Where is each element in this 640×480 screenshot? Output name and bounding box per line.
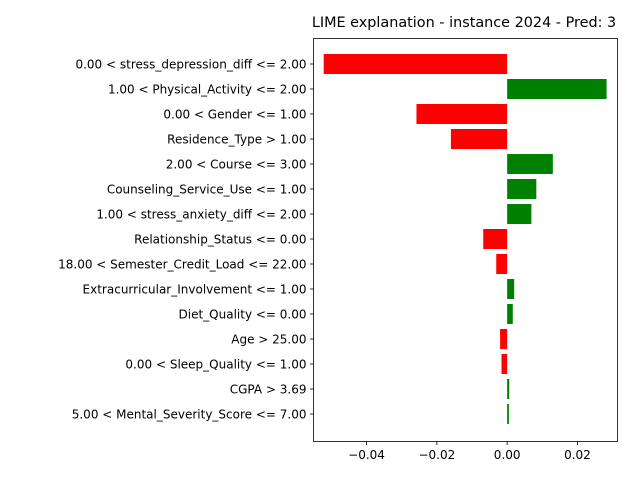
y-tick-label-13: CGPA > 3.69	[230, 382, 307, 396]
x-tick-label-3: 0.02	[564, 448, 591, 462]
y-tick-label-0: 0.00 < stress_depression_diff <= 2.00	[75, 57, 306, 71]
bar-0	[323, 54, 508, 74]
y-tick-label-8: 18.00 < Semester_Credit_Load <= 22.00	[58, 257, 306, 271]
y-tick-label-11: Age > 25.00	[231, 332, 306, 346]
bar-1	[507, 79, 607, 99]
y-tick-label-9: Extracurricular_Involvement <= 1.00	[83, 282, 307, 296]
bar-11	[500, 329, 508, 349]
x-axis-ticks: −0.04 −0.02 0.00 0.02	[348, 441, 591, 462]
bar-2	[416, 104, 508, 124]
y-tick-label-5: Counseling_Service_Use <= 1.00	[107, 182, 307, 196]
x-tick-label-0: −0.04	[348, 448, 385, 462]
bar-10	[507, 304, 513, 324]
y-tick-label-1: 1.00 < Physical_Activity <= 2.00	[108, 82, 307, 96]
x-tick-label-1: −0.02	[418, 448, 455, 462]
bar-7	[483, 229, 508, 249]
bar-5	[507, 179, 537, 199]
bar-13	[507, 379, 510, 399]
y-tick-label-3: Residence_Type > 1.00	[167, 132, 306, 146]
bar-9	[507, 279, 515, 299]
y-tick-label-10: Diet_Quality <= 0.00	[179, 307, 307, 321]
plot-frame	[313, 38, 618, 442]
bar-8	[496, 254, 508, 274]
y-tick-label-12: 0.00 < Sleep_Quality <= 1.00	[125, 357, 306, 371]
bar-14	[507, 404, 509, 424]
bar-3	[450, 129, 508, 149]
bar-6	[507, 204, 532, 224]
x-tick-label-2: 0.00	[494, 448, 521, 462]
y-tick-label-7: Relationship_Status <= 0.00	[134, 232, 306, 246]
bar-4	[507, 154, 553, 174]
y-tick-label-2: 0.00 < Gender <= 1.00	[163, 107, 306, 121]
y-tick-label-4: 2.00 < Course <= 3.00	[166, 157, 307, 171]
y-tick-labels: 0.00 < stress_depression_diff <= 2.00 1.0…	[58, 57, 314, 421]
bar-12	[501, 354, 508, 374]
chart-title: LIME explanation - instance 2024 - Pred:…	[312, 15, 616, 31]
bars-group	[323, 54, 607, 424]
y-tick-label-6: 1.00 < stress_anxiety_diff <= 2.00	[96, 207, 306, 221]
y-tick-label-14: 5.00 < Mental_Severity_Score <= 7.00	[72, 407, 307, 421]
